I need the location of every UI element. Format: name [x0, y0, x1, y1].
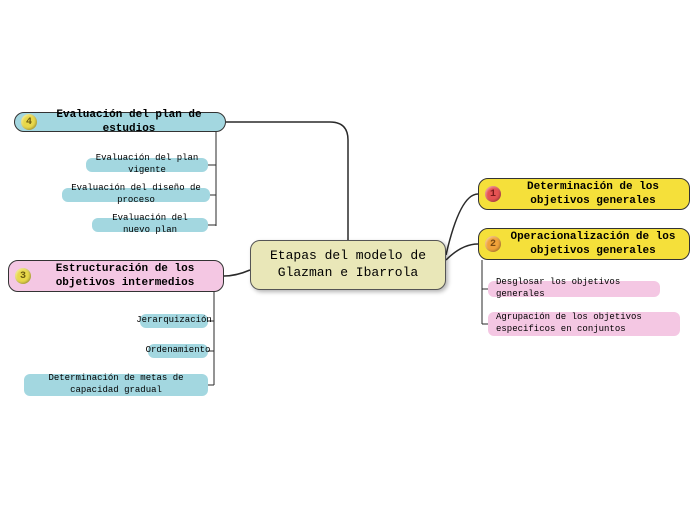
badge-4: 4 [21, 114, 37, 130]
branch-4[interactable]: 4 Evaluación del plan de estudios [14, 112, 226, 132]
branch-3-child-2[interactable]: Determinación de metas de capacidad grad… [24, 374, 208, 396]
branch-3[interactable]: 3 Estructuración de los objetivos interm… [8, 260, 224, 292]
branch-4-child-1[interactable]: Evaluación del diseño de proceso [62, 188, 210, 202]
branch-2-child-1[interactable]: Agrupación de los objetivos especificos … [488, 312, 680, 336]
center-label: Etapas del modelo de Glazman e Ibarrola [267, 248, 429, 282]
badge-1: 1 [485, 186, 501, 202]
branch-4-child-0-label: Evaluación del plan vigente [94, 153, 200, 176]
branch-4-child-2-label: Evaluación del nuevo plan [100, 213, 200, 236]
branch-3-child-1-label: Ordenamiento [146, 345, 211, 357]
badge-3: 3 [15, 268, 31, 284]
badge-2: 2 [485, 236, 501, 252]
branch-1[interactable]: 1 Determinación de los objetivos general… [478, 178, 690, 210]
branch-4-child-0[interactable]: Evaluación del plan vigente [86, 158, 208, 172]
branch-2[interactable]: 2 Operacionalización de los objetivos ge… [478, 228, 690, 260]
branch-2-label: Operacionalización de los objetivos gene… [509, 230, 677, 259]
branch-2-child-0-label: Desglosar los objetivos generales [496, 277, 652, 300]
branch-2-child-0[interactable]: Desglosar los objetivos generales [488, 281, 660, 297]
branch-3-label: Estructuración de los objetivos intermed… [39, 262, 211, 291]
branch-4-label: Evaluación del plan de estudios [45, 108, 213, 137]
branch-3-child-0-label: Jerarquización [136, 315, 212, 327]
branch-4-child-1-label: Evaluación del diseño de proceso [70, 183, 202, 206]
branch-1-label: Determinación de los objetivos generales [509, 180, 677, 209]
branch-2-child-1-label: Agrupación de los objetivos especificos … [496, 312, 672, 335]
branch-3-child-0[interactable]: Jerarquización [140, 314, 208, 328]
center-node[interactable]: Etapas del modelo de Glazman e Ibarrola [250, 240, 446, 290]
branch-3-child-2-label: Determinación de metas de capacidad grad… [32, 373, 200, 396]
branch-4-child-2[interactable]: Evaluación del nuevo plan [92, 218, 208, 232]
branch-3-child-1[interactable]: Ordenamiento [148, 344, 208, 358]
